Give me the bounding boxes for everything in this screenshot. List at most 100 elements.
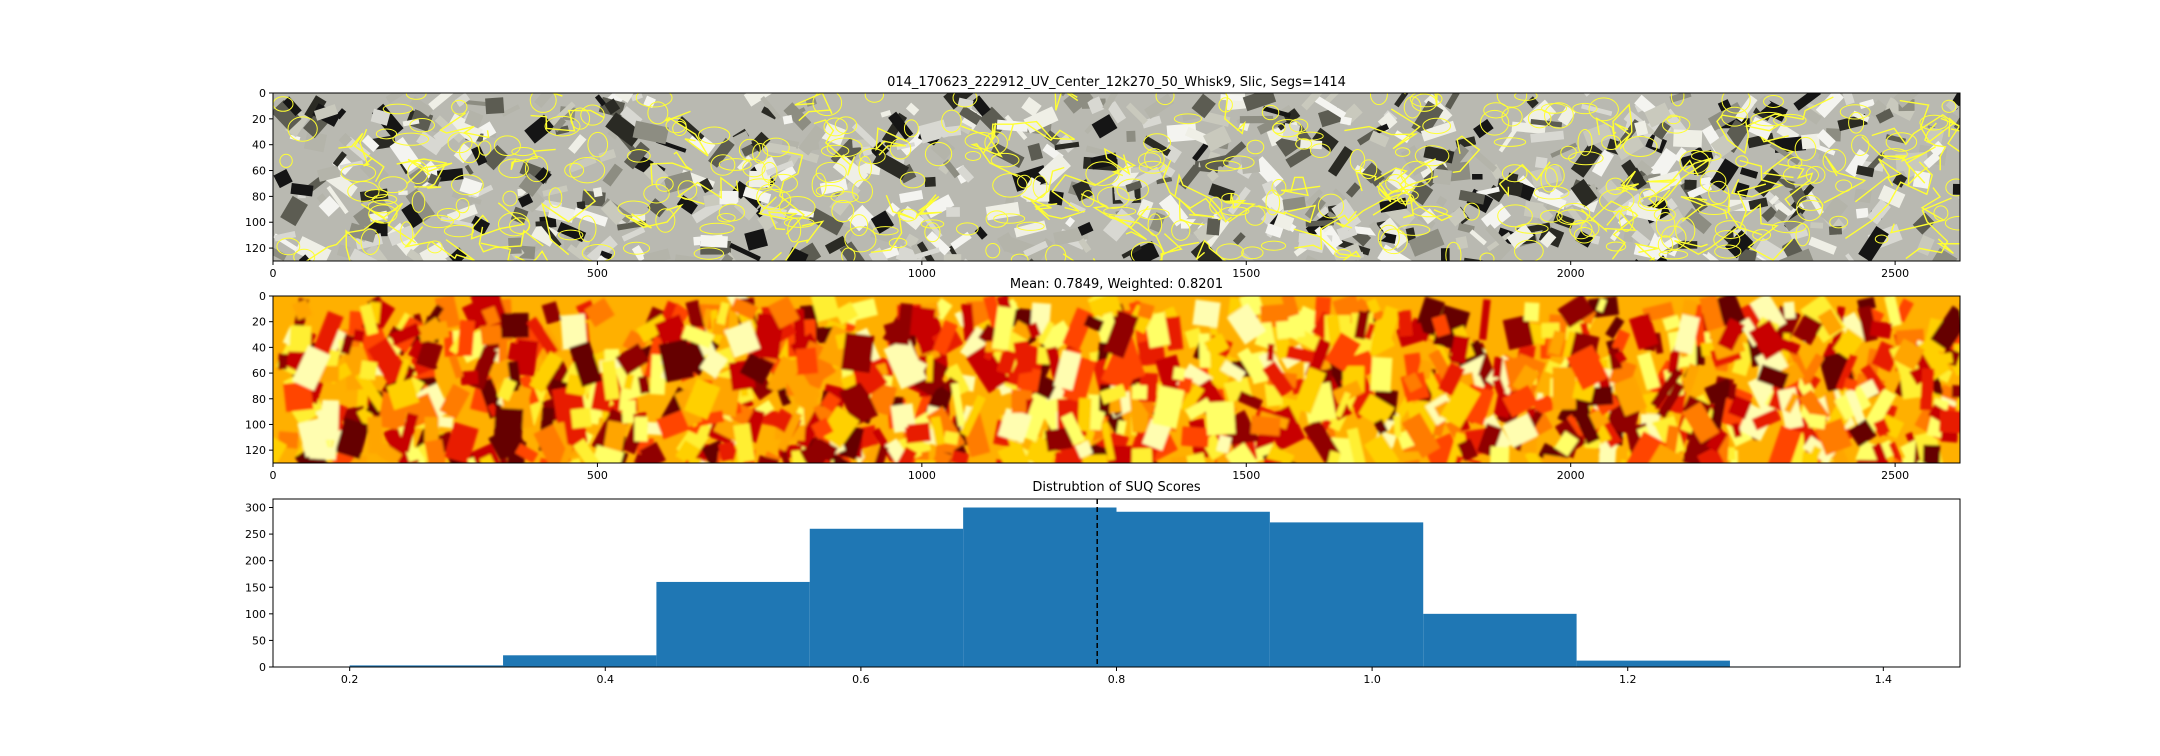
superpixel-boundary (650, 151, 693, 186)
heatmap-cell (461, 300, 488, 332)
superpixel-boundary (1498, 161, 1551, 198)
superpixel-outline (1116, 178, 1150, 201)
heatmap-cell (992, 306, 1014, 351)
heatmap-cell (1366, 298, 1381, 315)
image-patch (592, 187, 603, 198)
superpixel-boundary (1854, 158, 1903, 203)
superpixel-outline (1130, 241, 1164, 261)
superpixel-boundary (1293, 228, 1362, 261)
superpixel-outline (1514, 239, 1544, 261)
heatmap-cell (1930, 305, 1960, 352)
heatmap-cell (961, 303, 976, 342)
image-patch (557, 222, 587, 243)
score-map-x-axis: 0 500 1000 1500 2000 2500 (270, 463, 1909, 482)
image-patch (1072, 179, 1094, 202)
heatmap-cell (1053, 349, 1082, 391)
histogram-panel: Distrubtion of SUQ Scores 0.2 0.4 0.6 0.8 1.… (245, 480, 1961, 686)
heatmap-cell (1802, 353, 1825, 381)
image-patch (1186, 215, 1205, 235)
superpixel-outline (1334, 249, 1352, 259)
heatmap-cell (1611, 329, 1631, 352)
heatmap-cell (1439, 381, 1481, 428)
heatmap-cell (1324, 332, 1361, 372)
superpixel-outline (578, 215, 597, 243)
superpixel-outline (812, 93, 843, 117)
heatmap-cell (1129, 447, 1154, 463)
score-map-x-tick-label: 500 (587, 469, 608, 482)
image-patch (1305, 188, 1323, 206)
image-patch (451, 190, 475, 206)
image-patch (851, 213, 869, 227)
image-patch (1470, 147, 1498, 173)
score-map-y-tick-label: 40 (252, 341, 266, 354)
image-patch (754, 156, 780, 181)
histogram-y-tick-label: 0 (259, 661, 266, 674)
superpixel-boundary (1615, 170, 1640, 195)
superpixel-outline (1572, 102, 1598, 115)
superpixel-outline (1714, 244, 1742, 259)
heatmap-cell (355, 370, 388, 412)
image-patch (1485, 224, 1510, 250)
heatmap-cell (1892, 338, 1925, 371)
heatmap-cell (1557, 296, 1595, 329)
heatmap-cell (1457, 438, 1478, 462)
superpixel-outline (1885, 132, 1918, 152)
histogram-bar (503, 655, 657, 667)
image-patch (1535, 206, 1554, 225)
image-patch (469, 196, 482, 205)
heatmap-cell (1262, 458, 1282, 463)
heatmap-cell (950, 382, 966, 427)
heatmap-cell (1512, 364, 1540, 395)
superpixel-outline (1714, 220, 1747, 239)
image-patch (519, 186, 545, 213)
image-patch (1054, 141, 1080, 151)
image-patch (586, 235, 618, 261)
heatmap-cell (1373, 305, 1401, 348)
superpixel-outline (493, 135, 521, 157)
image-patch (1658, 222, 1684, 244)
superpixel-outline (1241, 246, 1264, 260)
image-patch (699, 178, 714, 194)
superpixel-outline (1580, 220, 1600, 237)
heatmap-cell (1203, 333, 1230, 358)
image-patch (750, 131, 771, 153)
superpixel-outline (287, 116, 318, 142)
superpixel-outline (1662, 115, 1691, 134)
heatmap-cell (633, 453, 656, 463)
image-patch (1192, 141, 1210, 162)
histogram-y-tick-label: 200 (245, 555, 266, 568)
superpixel-outline (1144, 148, 1165, 170)
heatmap-cell (1704, 459, 1724, 463)
heatmap-cell (1370, 356, 1393, 392)
image-patch (1669, 93, 1692, 103)
heatmap-cell (1920, 368, 1935, 411)
superpixel-outline (524, 155, 549, 183)
score-map-x-tick-label: 2000 (1557, 469, 1585, 482)
superpixel-outline (811, 172, 827, 198)
image-patch (385, 93, 406, 104)
image-patch (719, 190, 739, 205)
heatmap-cell (1888, 441, 1907, 463)
superpixel-outline (405, 93, 427, 100)
superpixel-outline (655, 208, 676, 233)
superpixel-boundary (470, 202, 526, 240)
heatmap-cell (1449, 334, 1470, 364)
image-patch (433, 121, 460, 148)
superpixel-outline (779, 196, 816, 219)
superpixel-boundary (1372, 193, 1414, 219)
segmentation-frame (272, 92, 1961, 262)
heatmap-cell (1862, 388, 1897, 434)
superpixel-outline (1675, 217, 1696, 244)
superpixel-boundary (361, 202, 417, 244)
image-patch (1149, 211, 1166, 233)
heatmap-cell (415, 339, 443, 371)
image-patch (332, 151, 347, 167)
heatmap-cell (497, 377, 517, 402)
heatmap-cell (1706, 427, 1728, 453)
heatmap-cell (1077, 397, 1092, 432)
heatmap-cell (1137, 302, 1155, 320)
heatmap-cell (1523, 302, 1540, 322)
superpixel-outline (1798, 199, 1824, 211)
image-patch (273, 247, 287, 261)
image-patch (298, 254, 319, 261)
